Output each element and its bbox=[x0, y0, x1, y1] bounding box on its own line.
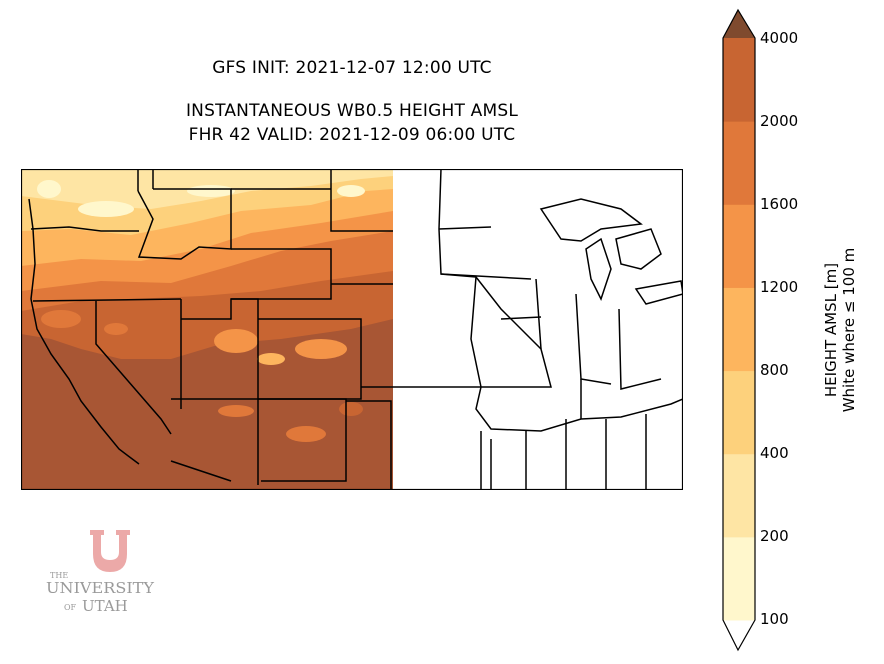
field-1600-2000 bbox=[21, 269, 393, 359]
logo-of: OF bbox=[64, 603, 77, 612]
colorbar-tick-1200: 1200 bbox=[760, 278, 799, 296]
colorbar-underflow bbox=[723, 620, 755, 650]
product-title: INSTANTANEOUS WB0.5 HEIGHT AMSL bbox=[185, 101, 519, 121]
logo-the: THE bbox=[50, 571, 68, 580]
map-frame bbox=[21, 169, 683, 490]
snow-level-field bbox=[21, 169, 393, 490]
colorbar-segment bbox=[723, 204, 755, 288]
colorbar-segment bbox=[723, 38, 755, 122]
colorbar-segment bbox=[723, 370, 755, 455]
valid-time-title: FHR 42 VALID: 2021-12-09 06:00 UTC bbox=[188, 125, 516, 145]
colorbar-segment bbox=[723, 536, 755, 621]
state-borders bbox=[28, 169, 683, 490]
colorbar bbox=[722, 8, 756, 652]
block-u-icon bbox=[90, 530, 130, 572]
colorbar-tick-800: 800 bbox=[760, 361, 789, 379]
logo-university: UNIVERSITY bbox=[46, 579, 155, 597]
colorbar-tick-1600: 1600 bbox=[760, 195, 799, 213]
colorbar-overflow bbox=[723, 10, 755, 38]
colorbar-segment bbox=[723, 121, 755, 205]
university-of-utah-logo: THE UNIVERSITY OF UTAH bbox=[46, 530, 155, 615]
colorbar-segments bbox=[723, 10, 755, 650]
map-panel bbox=[21, 169, 683, 490]
colorbar-tick-2000: 2000 bbox=[760, 112, 799, 130]
colorbar-tick-400: 400 bbox=[760, 444, 789, 462]
field-800-1200 bbox=[21, 209, 393, 291]
colorbar-segment bbox=[723, 453, 755, 538]
colorbar-title-line2: White where ≤ 100 m bbox=[840, 247, 858, 413]
colorbar-title-line1: HEIGHT AMSL [m] bbox=[822, 262, 840, 398]
colorbar-tick-4000: 4000 bbox=[760, 29, 799, 47]
colorbar-tick-100: 100 bbox=[760, 610, 789, 628]
colorbar-segment bbox=[723, 287, 755, 372]
init-time-title: GFS INIT: 2021-12-07 12:00 UTC bbox=[212, 58, 492, 78]
logo-utah: UTAH bbox=[82, 597, 128, 615]
field-400-800 bbox=[21, 187, 393, 266]
colorbar-tick-200: 200 bbox=[760, 527, 789, 545]
